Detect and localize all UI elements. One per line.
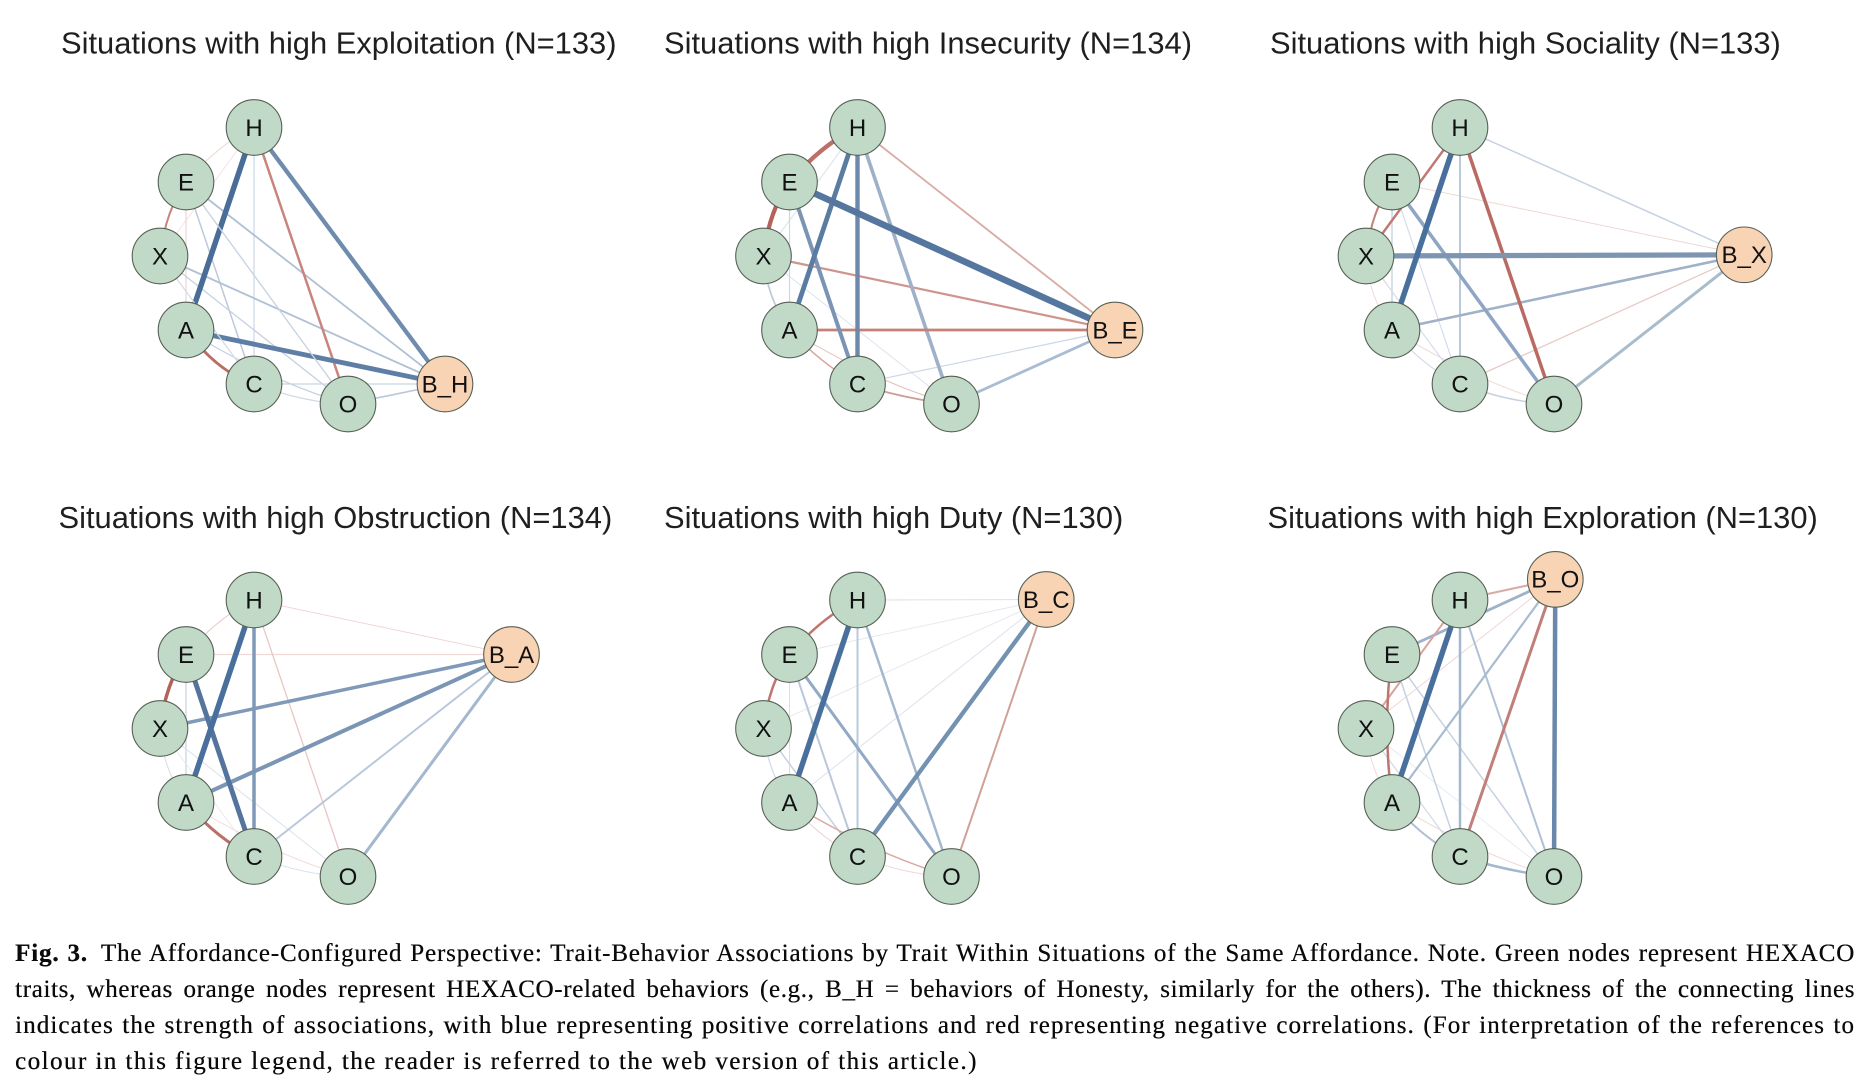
- svg-text:X: X: [755, 243, 771, 270]
- svg-text:A: A: [781, 317, 797, 344]
- svg-text:X: X: [152, 716, 168, 743]
- svg-text:A: A: [178, 790, 194, 817]
- svg-text:X: X: [755, 716, 771, 743]
- svg-text:X: X: [1358, 716, 1374, 743]
- svg-text:E: E: [1384, 169, 1400, 196]
- svg-text:C: C: [245, 844, 262, 871]
- svg-text:H: H: [849, 115, 866, 142]
- svg-text:A: A: [781, 790, 797, 817]
- svg-text:Situations with high Sociality: Situations with high Sociality (N=133): [1270, 26, 1781, 61]
- svg-text:E: E: [781, 169, 797, 196]
- svg-text:B_H: B_H: [422, 371, 469, 398]
- svg-text:E: E: [178, 642, 194, 669]
- svg-text:H: H: [1451, 115, 1468, 142]
- svg-text:C: C: [245, 371, 262, 398]
- svg-text:Situations with high Exploitat: Situations with high Exploitation (N=133…: [61, 26, 617, 61]
- svg-text:B_E: B_E: [1092, 317, 1137, 344]
- svg-text:H: H: [245, 115, 262, 142]
- svg-text:Situations with high Explorati: Situations with high Exploration (N=130): [1268, 500, 1818, 535]
- svg-text:B_X: B_X: [1722, 242, 1767, 269]
- svg-text:O: O: [339, 391, 358, 418]
- svg-text:B_A: B_A: [489, 642, 534, 669]
- svg-text:A: A: [1384, 790, 1400, 817]
- svg-text:C: C: [1451, 844, 1468, 871]
- svg-text:B_C: B_C: [1023, 587, 1070, 614]
- svg-text:E: E: [781, 642, 797, 669]
- svg-text:Situations with high Obstructi: Situations with high Obstruction (N=134): [59, 500, 613, 535]
- svg-text:O: O: [1545, 864, 1564, 891]
- svg-text:B_O: B_O: [1531, 567, 1579, 594]
- svg-text:X: X: [1358, 243, 1374, 270]
- svg-text:Situations with high Insecurit: Situations with high Insecurity (N=134): [664, 26, 1192, 61]
- svg-text:A: A: [178, 317, 194, 344]
- svg-text:O: O: [339, 864, 358, 891]
- svg-text:A: A: [1384, 317, 1400, 344]
- svg-text:H: H: [245, 587, 262, 614]
- svg-text:E: E: [1384, 642, 1400, 669]
- svg-text:C: C: [849, 844, 866, 871]
- svg-text:E: E: [178, 169, 194, 196]
- svg-text:H: H: [849, 587, 866, 614]
- svg-text:X: X: [152, 243, 168, 270]
- svg-text:O: O: [942, 391, 961, 418]
- svg-text:O: O: [1545, 391, 1564, 418]
- svg-text:C: C: [849, 371, 866, 398]
- svg-text:C: C: [1451, 371, 1468, 398]
- svg-text:Situations with high Duty (N=1: Situations with high Duty (N=130): [664, 500, 1123, 535]
- svg-text:O: O: [942, 864, 961, 891]
- svg-text:H: H: [1451, 587, 1468, 614]
